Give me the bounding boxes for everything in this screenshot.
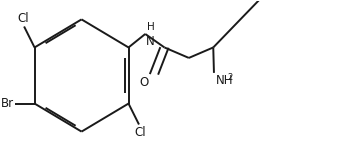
Text: NH: NH <box>216 74 233 87</box>
Text: O: O <box>139 76 149 89</box>
Text: Cl: Cl <box>17 12 28 25</box>
Text: H: H <box>147 22 155 32</box>
Text: Br: Br <box>0 97 13 110</box>
Text: Cl: Cl <box>135 126 146 139</box>
Text: 2: 2 <box>228 73 233 82</box>
Text: N: N <box>146 35 154 48</box>
